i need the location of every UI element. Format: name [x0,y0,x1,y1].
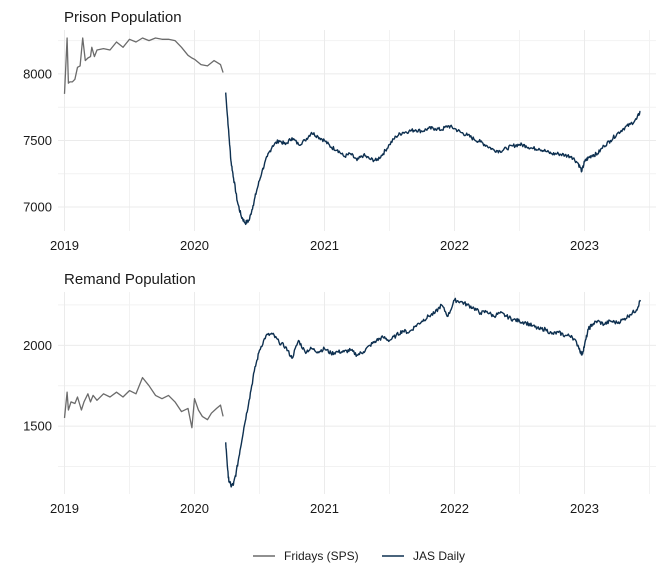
legend-sps-label: Fridays (SPS) [284,549,359,563]
jas-daily-line [225,297,642,488]
x-tick-label: 2022 [440,501,469,516]
x-tick-label: 2020 [180,501,209,516]
gridlines [58,292,656,494]
x-tick-label: 2021 [310,238,339,253]
gridlines [58,30,656,231]
fridays-sps-line [63,376,224,429]
x-tick-label: 2020 [180,238,209,253]
fridays-sps-line [63,37,224,94]
x-tick-label: 2019 [50,238,79,253]
y-tick-label: 1500 [23,419,52,434]
legend: Fridays (SPS) JAS Daily [253,549,465,563]
x-tick-label: 2023 [570,238,599,253]
y-tick-label: 2000 [23,338,52,353]
prison-population-panel: Prison Population 7000 7500 8000 2019 2020 20… [23,9,656,253]
x-tick-label: 2022 [440,238,469,253]
y-tick-label: 8000 [23,66,52,81]
remand-population-panel: Remand Population 1500 2000 2019 2020 2021 20… [23,271,656,516]
y-tick-label: 7000 [23,200,52,215]
prison-population-title: Prison Population [64,9,182,26]
legend-jas-label: JAS Daily [413,549,465,563]
x-tick-label: 2021 [310,501,339,516]
x-tick-label: 2019 [50,501,79,516]
jas-daily-line [225,92,641,226]
x-tick-label: 2023 [570,501,599,516]
remand-population-title: Remand Population [64,271,196,288]
y-tick-label: 7500 [23,133,52,148]
